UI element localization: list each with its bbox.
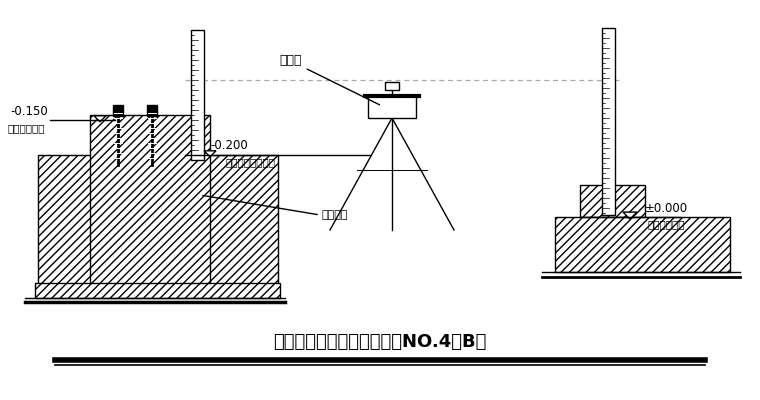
Bar: [191, 30, 204, 160]
Text: 钢柱柱底标高引测示意图（NO.4－B）: 钢柱柱底标高引测示意图（NO.4－B）: [274, 333, 486, 351]
Bar: [35, 283, 280, 298]
Bar: [580, 185, 645, 217]
Text: ±0.000: ±0.000: [645, 202, 688, 215]
Bar: [385, 82, 399, 90]
Text: -0.150: -0.150: [10, 105, 48, 118]
Text: 水准仪: 水准仪: [280, 54, 379, 105]
Bar: [113, 105, 123, 116]
Bar: [368, 96, 416, 118]
Polygon shape: [204, 151, 216, 157]
Polygon shape: [623, 212, 637, 219]
Bar: [147, 105, 157, 116]
Bar: [555, 217, 730, 272]
Text: （柱顶标高）: （柱顶标高）: [8, 123, 46, 133]
Text: （基准标高）: （基准标高）: [647, 219, 685, 229]
Bar: [38, 155, 278, 290]
Bar: [90, 115, 210, 290]
Polygon shape: [94, 116, 106, 122]
Text: （一次浇筑标高）: （一次浇筑标高）: [225, 157, 275, 167]
Text: 钢筋砼柱: 钢筋砼柱: [322, 210, 349, 220]
Bar: [601, 28, 615, 215]
Text: -0.200: -0.200: [210, 139, 248, 152]
